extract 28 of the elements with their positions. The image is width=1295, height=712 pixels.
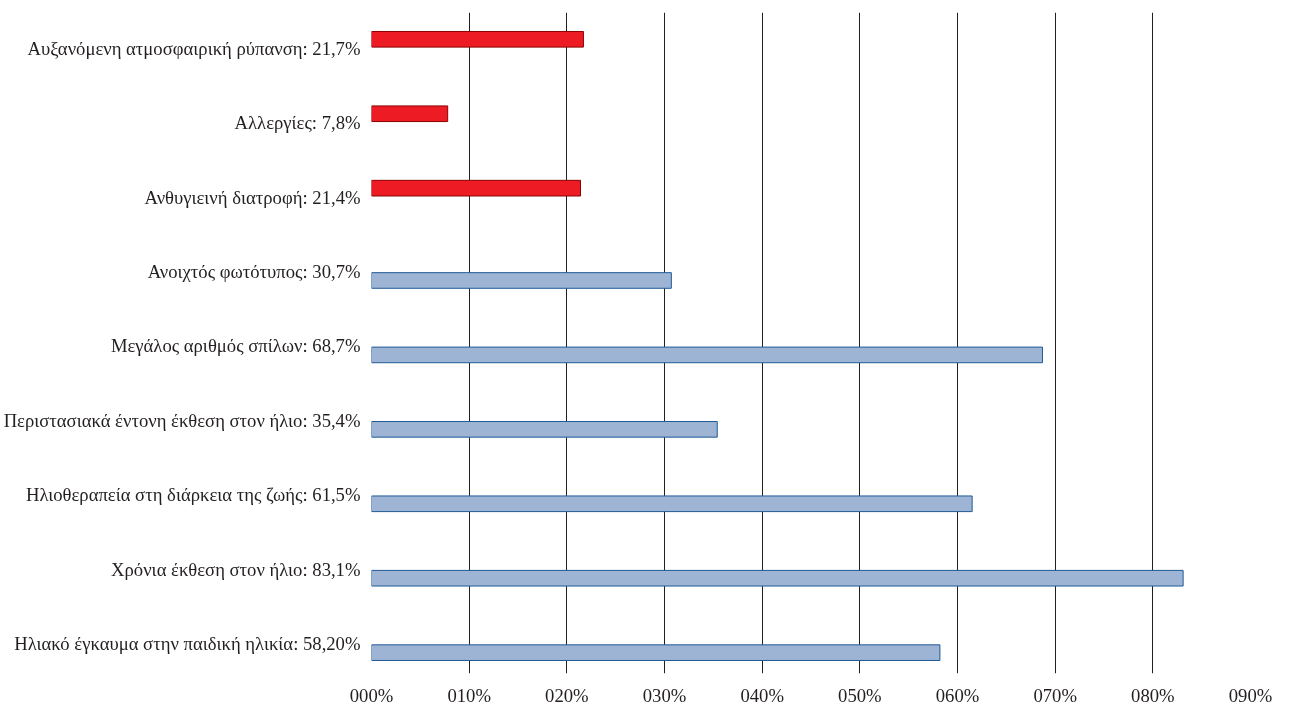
bar xyxy=(371,105,449,123)
x-tick-label: 090% xyxy=(1228,684,1273,706)
x-tick-label: 010% xyxy=(447,684,491,706)
x-tick-label: 060% xyxy=(935,684,980,706)
bar xyxy=(371,346,1043,364)
x-tick-label: 000% xyxy=(349,684,394,706)
x-tick-label: 020% xyxy=(545,684,589,706)
y-tick-label: Ανθυγιεινή διατροφή: 21,4% xyxy=(144,186,361,208)
y-tick-label: Περιστασιακά έντονη έκθεση στον ήλιο: 35,4% xyxy=(3,409,361,431)
bar xyxy=(371,644,941,661)
y-tick-label: Χρόνια έκθεση στον ήλιο: 83,1% xyxy=(111,558,361,580)
y-tick-label: Ανοιχτός φωτότυπος: 30,7% xyxy=(147,261,361,283)
bar xyxy=(371,30,584,48)
x-tick-label: 030% xyxy=(642,684,687,706)
bar xyxy=(371,272,672,289)
x-tick-label: 050% xyxy=(838,684,882,706)
y-tick-label: Αλλεργίες: 7,8% xyxy=(234,112,361,134)
y-tick-label: Ηλιακό έγκαυμα στην παιδική ηλικία: 58,20% xyxy=(14,633,361,655)
y-tick-label: Μεγάλος αριθμός σπίλων: 68,7% xyxy=(110,335,361,357)
bar xyxy=(371,495,973,513)
y-tick-label: Ηλιοθεραπεία στη διάρκεια της ζωής: 61,5% xyxy=(25,484,361,506)
x-tick-label: 070% xyxy=(1033,684,1077,706)
bar xyxy=(371,179,582,197)
y-tick-label: Αυξανόμενη ατμοσφαιρική ρύπανση: 21,7% xyxy=(27,37,361,59)
x-tick-label: 080% xyxy=(1131,684,1175,706)
bar xyxy=(371,421,718,438)
x-tick-label: 040% xyxy=(740,684,784,706)
bar xyxy=(371,569,1184,587)
